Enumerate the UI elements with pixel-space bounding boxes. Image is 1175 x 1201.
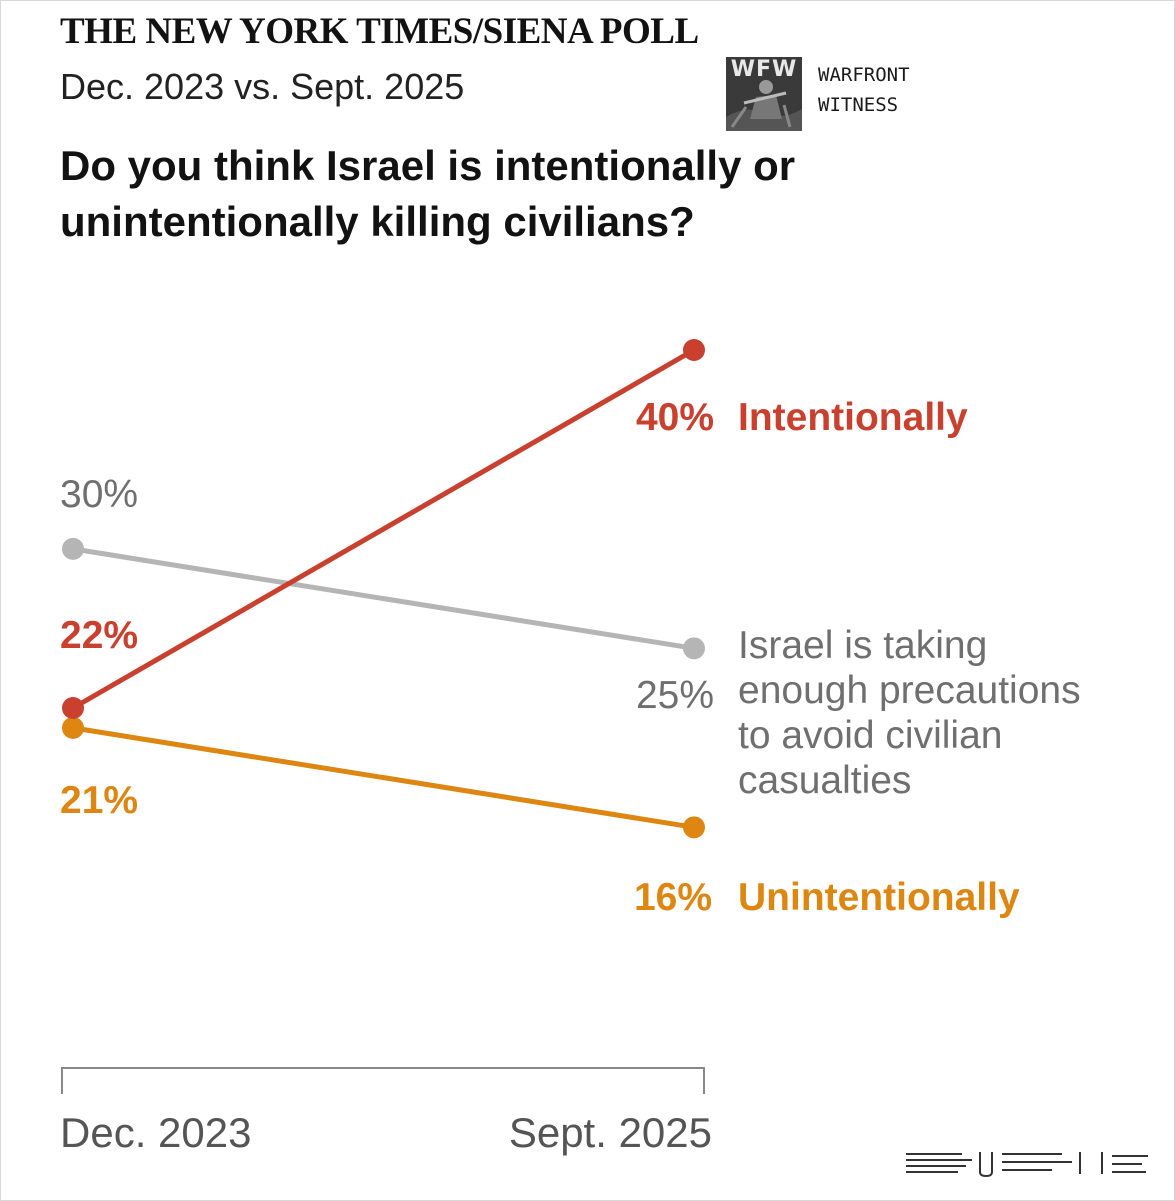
- point-end-precautions: [683, 637, 705, 660]
- series-line-intentionally: [71, 347, 696, 711]
- value-label-end-unintentionally: 16%: [634, 876, 712, 919]
- point-end-intentionally: [683, 339, 705, 361]
- series-label-precautions-line-3: casualties: [738, 759, 911, 802]
- value-label-start-unintentionally: 21%: [60, 779, 138, 822]
- value-label-end-intentionally: 40%: [636, 396, 714, 439]
- x-tick-label-0: Dec. 2023: [60, 1109, 251, 1156]
- value-label-start-precautions: 30%: [60, 473, 138, 516]
- watermark-brand: WARFRONT WITNESS: [818, 60, 910, 120]
- point-start-precautions: [62, 537, 84, 560]
- poll-masthead: THE NEW YORK TIMES/SIENA POLL: [60, 11, 699, 52]
- series-label-precautions-line-1: enough precautions: [738, 669, 1081, 712]
- series-label-unintentionally-line-0: Unintentionally: [738, 876, 1020, 919]
- series-label-intentionally-line-0: Intentionally: [738, 396, 968, 439]
- point-start-intentionally: [62, 697, 84, 719]
- logo-letters: WFW: [730, 57, 798, 82]
- series-line-unintentionally: [72, 725, 695, 830]
- chart-question: Do you think Israel is intentionally or …: [60, 142, 796, 245]
- series-line-precautions: [72, 546, 695, 651]
- series-label-precautions-line-0: Israel is taking: [738, 624, 987, 667]
- comparison-dates: Dec. 2023 vs. Sept. 2025: [60, 66, 465, 107]
- soldier-illustration-icon: [726, 57, 802, 131]
- warfront-witness-logo: WFW: [726, 57, 802, 131]
- series-label-precautions-line-2: to avoid civilian: [738, 714, 1002, 757]
- x-tick-label-1: Sept. 2025: [509, 1109, 712, 1156]
- brand-line-2: WITNESS: [818, 94, 899, 116]
- value-label-start-intentionally: 22%: [60, 614, 138, 657]
- brand-line-1: WARFRONT: [818, 64, 910, 86]
- x-axis-line: [61, 1067, 705, 1094]
- toolbar-glyphs-icon: [906, 1152, 1148, 1178]
- value-label-end-precautions: 25%: [636, 674, 714, 717]
- point-start-unintentionally: [62, 716, 84, 739]
- point-end-unintentionally: [683, 816, 705, 839]
